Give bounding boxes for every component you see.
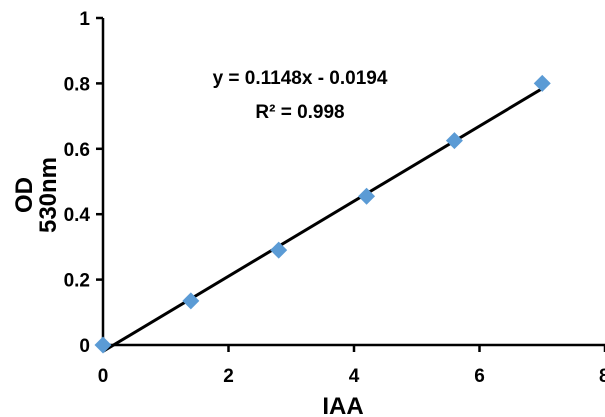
data-point-2 (270, 241, 288, 259)
y-tick-label: 0.4 (64, 205, 91, 226)
trendline-equation: y = 0.1148x - 0.0194 (213, 68, 388, 89)
x-tick-label: 0 (98, 366, 109, 387)
y-axis-title-line-1: OD (11, 177, 38, 213)
data-point-0 (94, 336, 112, 354)
data-point-3 (358, 187, 376, 205)
data-point-4 (445, 132, 463, 150)
x-tick-label: 6 (474, 366, 485, 387)
y-tick-label: 1 (79, 9, 90, 30)
data-points (94, 74, 551, 354)
x-ticks: 0 2 4 6 8 (98, 345, 605, 387)
y-tick-label: 0.8 (64, 74, 90, 95)
y-axis-title-line-2: 530nm (35, 157, 62, 233)
y-tick-label: 0.6 (64, 140, 90, 161)
r-squared-label: R² = 0.998 (255, 102, 344, 123)
y-tick-label: 0 (79, 336, 90, 357)
trendline (102, 87, 544, 353)
y-axis-unit: 530nm (35, 157, 62, 233)
data-point-1 (182, 292, 200, 310)
y-tick-label: 0.2 (64, 271, 90, 292)
data-point-5 (533, 74, 551, 92)
x-tick-label: 8 (599, 366, 605, 387)
x-axis-title: IAA (322, 393, 363, 417)
y-ticks: 0 0.2 0.4 0.6 0.8 1 (64, 9, 103, 357)
x-tick-label: 4 (349, 366, 360, 387)
x-tick-label: 2 (223, 366, 234, 387)
y-axis-title: OD (11, 177, 38, 213)
